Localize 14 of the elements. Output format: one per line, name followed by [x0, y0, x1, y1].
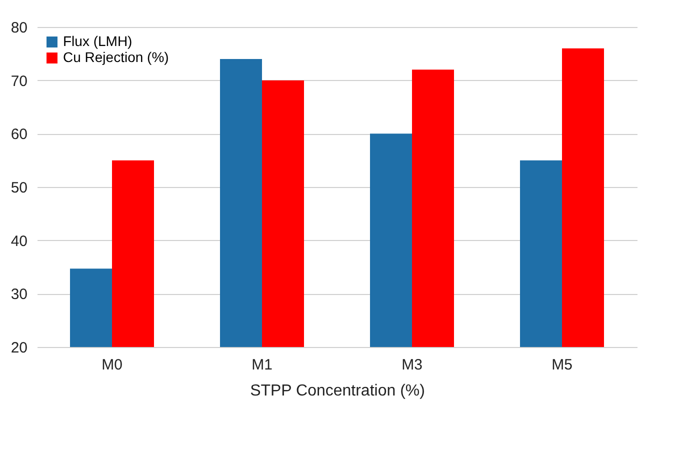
y-tick-label: 20	[10, 340, 28, 356]
x-tick-label: M5	[552, 356, 572, 374]
x-tick-label: M1	[252, 356, 272, 374]
y-tick-label: 40	[10, 232, 28, 250]
x-axis-title: STPP Concentration (%)	[250, 382, 425, 400]
y-tick-label: 50	[10, 180, 28, 196]
y-tick-label: 30	[10, 286, 28, 304]
y-tick-label: 70	[10, 72, 28, 90]
legend-label: Cu Rejection (%)	[63, 49, 169, 65]
y-tick-label: 80	[10, 20, 28, 36]
x-tick-label: M0	[102, 356, 122, 374]
x-tick-label: M3	[402, 356, 422, 374]
legend-label: Flux (LMH)	[63, 33, 132, 49]
y-tick-label: 60	[10, 126, 28, 144]
